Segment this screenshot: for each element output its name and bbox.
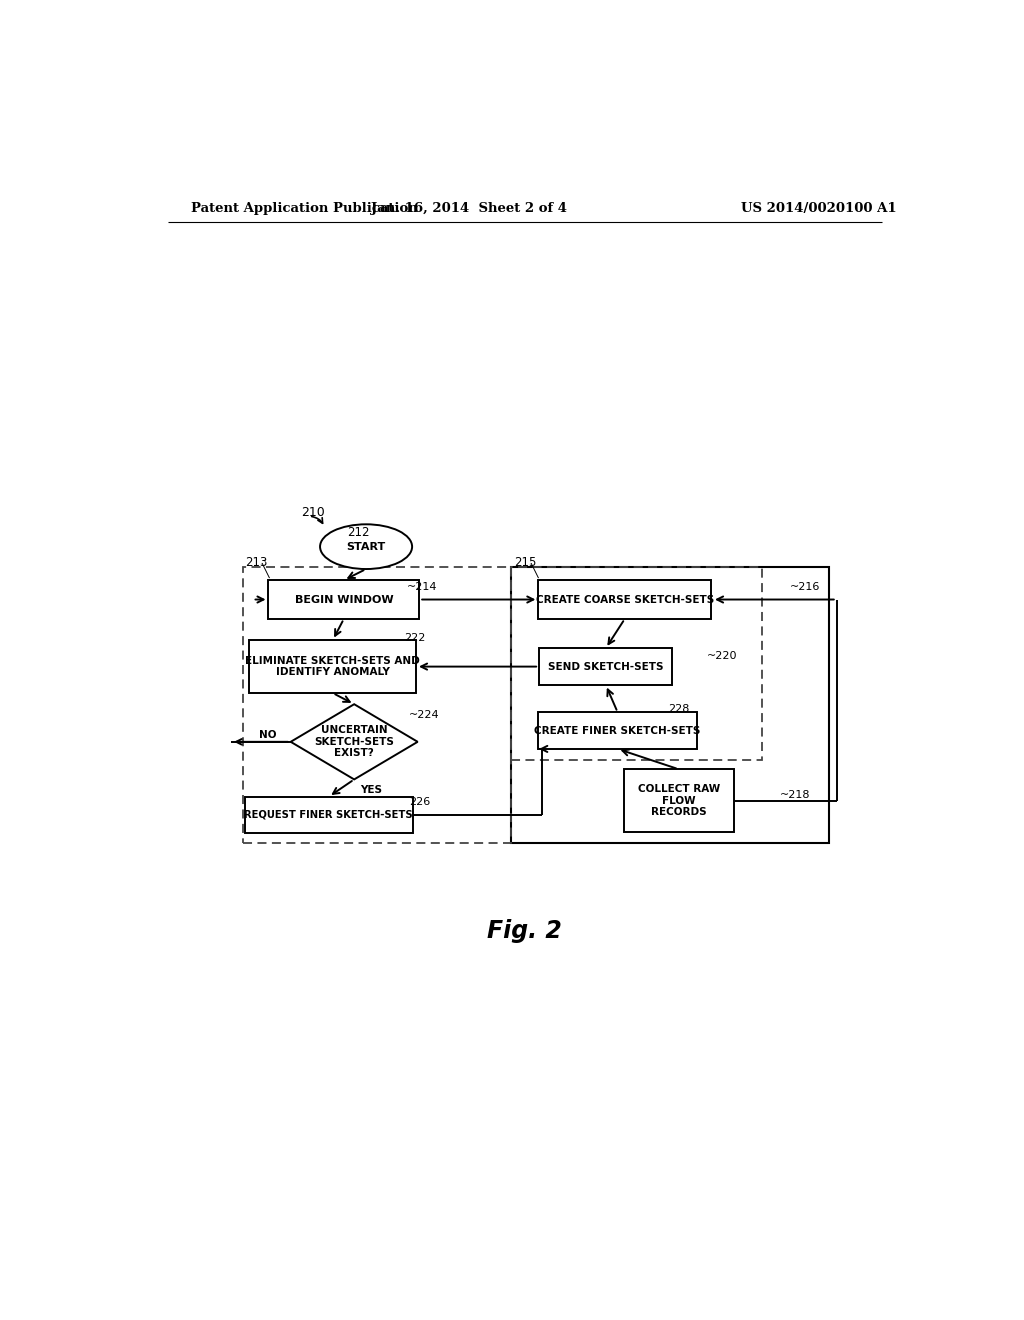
Text: US 2014/0020100 A1: US 2014/0020100 A1 — [740, 202, 896, 215]
FancyBboxPatch shape — [268, 581, 419, 619]
FancyBboxPatch shape — [539, 648, 673, 685]
FancyBboxPatch shape — [539, 581, 712, 619]
Text: UNCERTAIN
SKETCH-SETS
EXIST?: UNCERTAIN SKETCH-SETS EXIST? — [314, 725, 394, 759]
Text: ~214: ~214 — [408, 582, 438, 593]
Text: ~220: ~220 — [708, 652, 738, 661]
Text: CREATE COARSE SKETCH-SETS: CREATE COARSE SKETCH-SETS — [536, 594, 714, 605]
Text: CREATE FINER SKETCH-SETS: CREATE FINER SKETCH-SETS — [535, 726, 700, 735]
Polygon shape — [291, 704, 418, 779]
Text: 215: 215 — [514, 557, 537, 569]
Text: 210: 210 — [301, 506, 325, 519]
Text: COLLECT RAW
FLOW
RECORDS: COLLECT RAW FLOW RECORDS — [638, 784, 720, 817]
Text: Jan. 16, 2014  Sheet 2 of 4: Jan. 16, 2014 Sheet 2 of 4 — [372, 202, 567, 215]
FancyBboxPatch shape — [624, 770, 733, 833]
Text: YES: YES — [360, 784, 383, 795]
Text: 213: 213 — [246, 557, 268, 569]
Text: ELIMINATE SKETCH-SETS AND
IDENTIFY ANOMALY: ELIMINATE SKETCH-SETS AND IDENTIFY ANOMA… — [246, 656, 420, 677]
Text: ╲: ╲ — [530, 562, 538, 578]
Text: ╲: ╲ — [261, 562, 269, 578]
Text: 226: 226 — [409, 797, 430, 807]
FancyBboxPatch shape — [250, 640, 416, 693]
Text: NO: NO — [259, 730, 276, 739]
Text: REQUEST FINER SKETCH-SETS: REQUEST FINER SKETCH-SETS — [245, 810, 413, 820]
Text: ~218: ~218 — [780, 789, 811, 800]
Text: BEGIN WINDOW: BEGIN WINDOW — [295, 594, 393, 605]
Text: Patent Application Publication: Patent Application Publication — [191, 202, 418, 215]
Text: ~216: ~216 — [790, 582, 820, 593]
FancyBboxPatch shape — [539, 713, 697, 748]
FancyBboxPatch shape — [245, 797, 413, 833]
Text: 228: 228 — [668, 705, 689, 714]
Text: ~224: ~224 — [409, 710, 439, 721]
Ellipse shape — [321, 524, 412, 569]
Text: Fig. 2: Fig. 2 — [487, 919, 562, 942]
Text: START: START — [346, 541, 386, 552]
Text: 222: 222 — [404, 634, 426, 643]
Text: SEND SKETCH-SETS: SEND SKETCH-SETS — [548, 661, 664, 672]
Text: 212: 212 — [347, 525, 370, 539]
